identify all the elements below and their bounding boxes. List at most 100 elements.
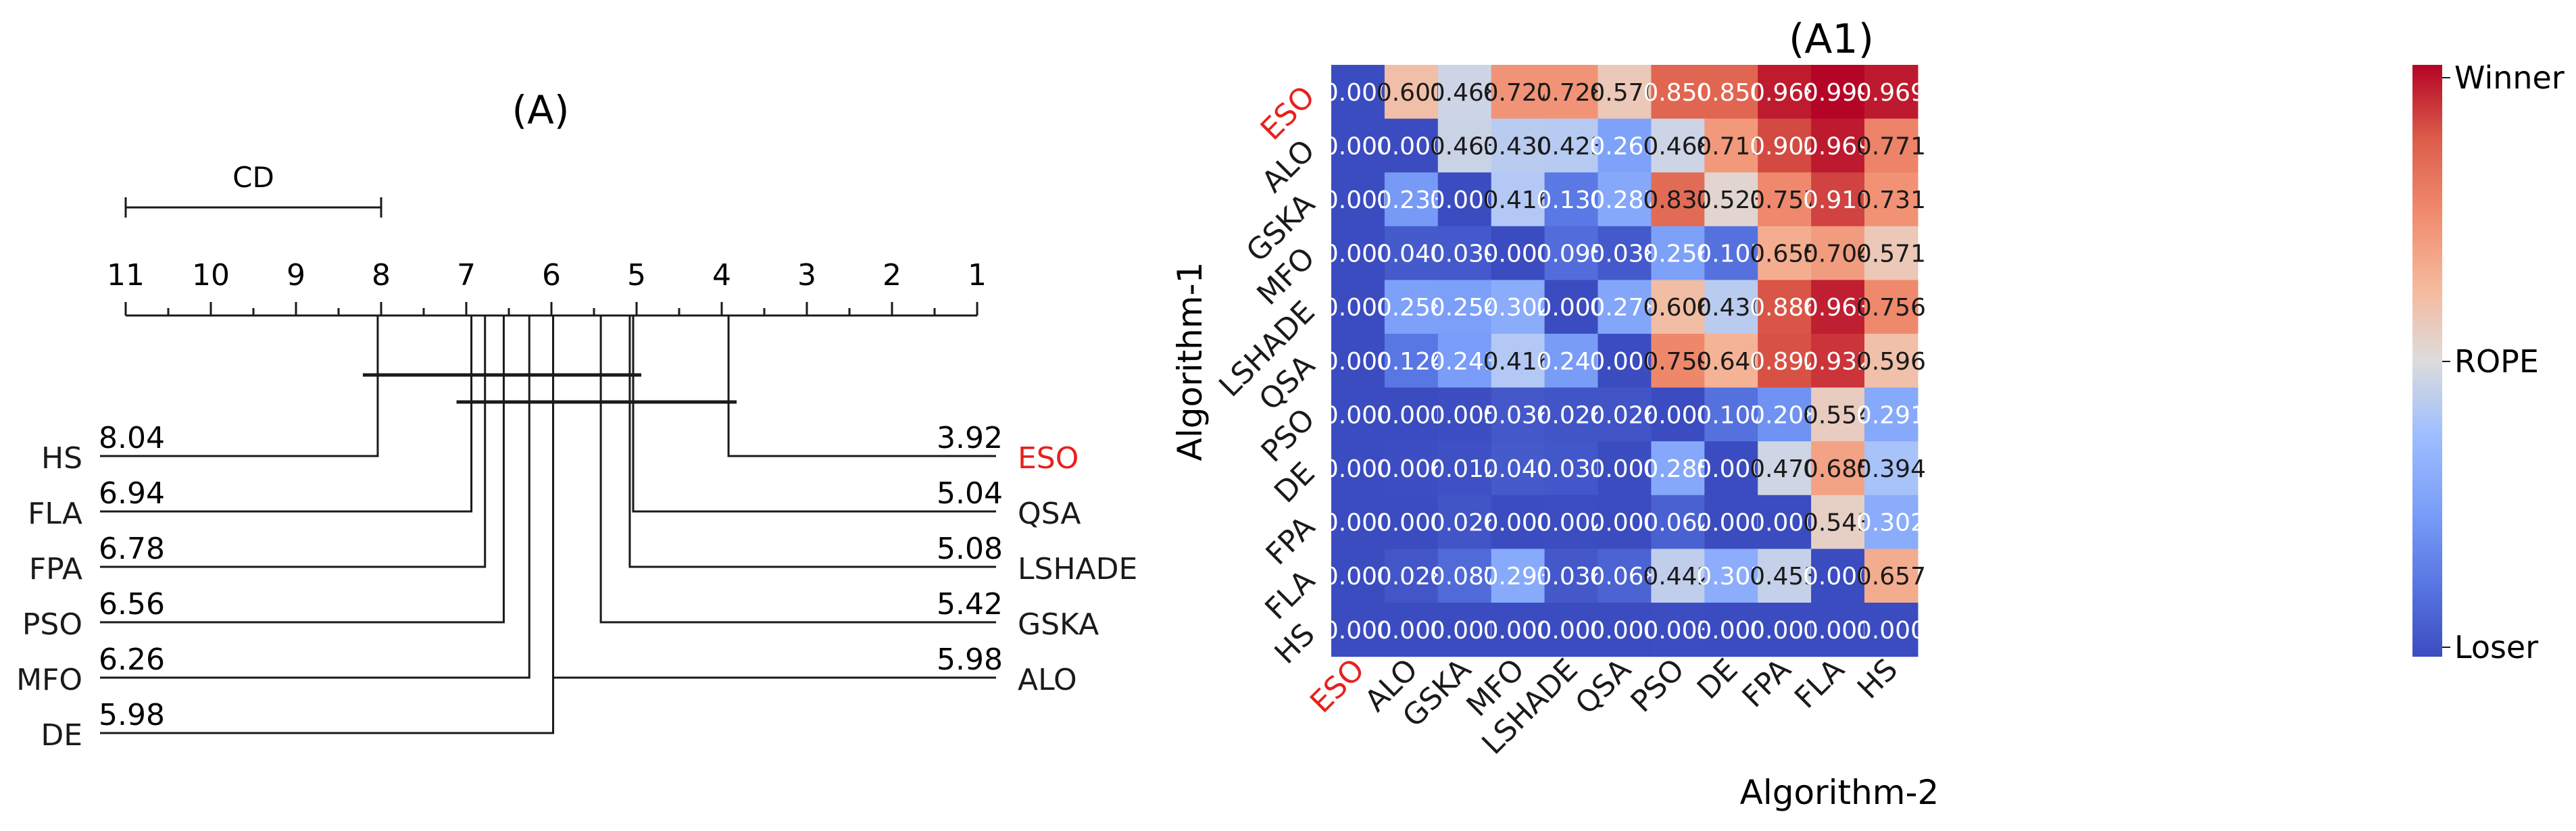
rank-axis: 11 10 9 8 7 6 5 4 3 2 1 xyxy=(107,258,987,317)
heatmap-ylabel: Algorithm-1 xyxy=(1170,262,1210,461)
algorithm-name: MFO xyxy=(16,663,82,697)
heatmap-col-label: FPA xyxy=(1735,652,1798,714)
heatmap-cell xyxy=(1704,334,1758,388)
heatmap-cell xyxy=(1544,172,1599,227)
heatmap-cell xyxy=(1491,387,1545,442)
heatmap-cell xyxy=(1437,549,1492,603)
heatmap-cell xyxy=(1544,549,1599,603)
heatmap-cell xyxy=(1597,280,1652,334)
heatmap-cell-value: 0.000 xyxy=(1323,563,1393,590)
heatmap-cell xyxy=(1597,603,1652,657)
heatmap-cell-value: 0.000 xyxy=(1323,617,1393,645)
heatmap-cell-value: 0.453 xyxy=(1750,563,1819,590)
heatmap-cell xyxy=(1651,603,1705,657)
heatmap-cell-value: 0.001 xyxy=(1377,401,1446,429)
heatmap-cell xyxy=(1758,334,1812,388)
heatmap-cell xyxy=(1544,495,1599,549)
heatmap-cell xyxy=(1437,118,1492,173)
heatmap-cell-value: 0.756 xyxy=(1856,294,1926,322)
heatmap-cell-value: 0.036 xyxy=(1537,563,1606,590)
heatmap-cell xyxy=(1331,603,1385,657)
heatmap-cell-value: 0.000 xyxy=(1323,132,1393,160)
heatmap-cell-value: 0.968 xyxy=(1750,79,1819,107)
colorbar-gradient xyxy=(2412,65,2442,657)
rank-axis-tick-label: 9 xyxy=(287,258,305,293)
heatmap-cell-value: 0.000 xyxy=(1589,455,1659,483)
heatmap-cell xyxy=(1704,603,1758,657)
heatmap-cell xyxy=(1597,118,1652,173)
heatmap-cell xyxy=(1597,334,1652,388)
heatmap-cell xyxy=(1811,65,1865,120)
heatmap-cell-value: 0.000 xyxy=(1377,132,1446,160)
heatmap-cell-value: 0.039 xyxy=(1430,241,1500,268)
heatmap-cell-value: 0.000 xyxy=(1323,79,1393,107)
algorithm-rank-line xyxy=(100,316,379,457)
heatmap-cell-value: 0.704 xyxy=(1803,241,1873,268)
heatmap-cell-value: 0.771 xyxy=(1856,132,1926,160)
heatmap-cell-value: 0.932 xyxy=(1803,348,1873,376)
heatmap-cell-value: 0.000 xyxy=(1323,401,1393,429)
heatmap-cell xyxy=(1704,280,1758,334)
heatmap-cell xyxy=(1758,387,1812,442)
heatmap-cell xyxy=(1758,280,1812,334)
heatmap-cell-value: 0.001 xyxy=(1750,617,1819,645)
heatmap-cell-value: 0.000 xyxy=(1696,455,1766,483)
heatmap-cell-value: 0.000 xyxy=(1323,294,1393,322)
algorithm-name: HS xyxy=(41,441,82,476)
heatmap-cell-value: 0.241 xyxy=(1537,348,1606,376)
heatmap-cell-value: 0.759 xyxy=(1643,348,1712,376)
heatmap-cell-value: 0.000 xyxy=(1430,186,1500,214)
heatmap-cell xyxy=(1491,65,1545,120)
heatmap-cell xyxy=(1811,172,1865,227)
heatmap-cell-value: 0.442 xyxy=(1643,563,1712,590)
algorithm-name: LSHADE xyxy=(1018,552,1137,586)
heatmap-cell xyxy=(1811,334,1865,388)
heatmap-cell-value: 0.999 xyxy=(1803,79,1873,107)
heatmap-cell-value: 0.430 xyxy=(1483,132,1553,160)
heatmap-cell xyxy=(1651,387,1705,442)
heatmap-cell xyxy=(1704,172,1758,227)
heatmap-cell xyxy=(1384,334,1439,388)
heatmap-cell xyxy=(1811,387,1865,442)
heatmap-cell xyxy=(1331,441,1385,496)
heatmap-cell xyxy=(1331,387,1385,442)
heatmap-cell xyxy=(1758,226,1812,280)
heatmap-cell-value: 0.543 xyxy=(1803,509,1873,537)
heatmap-cell-value: 0.000 xyxy=(1537,294,1606,322)
heatmap-cell xyxy=(1544,441,1599,496)
heatmap-cell-value: 0.285 xyxy=(1643,455,1712,483)
heatmap-cell-value: 0.095 xyxy=(1537,241,1606,268)
heatmap-cell-value: 0.036 xyxy=(1483,401,1553,429)
algorithm-rank-line xyxy=(100,316,530,679)
rank-axis-tick-label: 4 xyxy=(712,258,731,293)
heatmap-cell xyxy=(1758,65,1812,120)
clique-bars xyxy=(362,373,737,404)
heatmap-cell xyxy=(1384,495,1439,549)
heatmap-cell xyxy=(1331,65,1385,120)
heatmap-cell xyxy=(1758,172,1812,227)
rank-axis-tick-label: 7 xyxy=(457,258,476,293)
heatmap-cell xyxy=(1704,118,1758,173)
heatmap-cell xyxy=(1704,549,1758,603)
heatmap-cell xyxy=(1437,495,1492,549)
algorithm-name: DE xyxy=(41,718,82,753)
heatmap-cell xyxy=(1437,387,1492,442)
algorithm-rank-value: 5.42 xyxy=(937,587,1003,622)
rank-axis-tick-label: 2 xyxy=(883,258,901,293)
heatmap-cell xyxy=(1811,441,1865,496)
cd-panel-title: (A) xyxy=(512,87,570,133)
heatmap-cell-value: 0.000 xyxy=(1483,509,1553,537)
heatmap-cell-value: 0.000 xyxy=(1377,617,1446,645)
heatmap-cell-value: 0.728 xyxy=(1537,79,1606,107)
heatmap-cell-value: 0.601 xyxy=(1377,79,1446,107)
heatmap-cell xyxy=(1437,280,1492,334)
heatmap-cell-value: 0.969 xyxy=(1803,132,1873,160)
heatmap-cell-value: 0.837 xyxy=(1643,186,1712,214)
rank-axis-tick-label: 5 xyxy=(627,258,646,293)
heatmap-cell-value: 0.107 xyxy=(1696,241,1766,268)
algorithm-rank-line xyxy=(552,316,996,679)
heatmap-cell xyxy=(1544,334,1599,388)
heatmap-cell xyxy=(1384,441,1439,496)
heatmap-cell xyxy=(1597,495,1652,549)
rank-axis-tick-label: 10 xyxy=(192,258,230,293)
